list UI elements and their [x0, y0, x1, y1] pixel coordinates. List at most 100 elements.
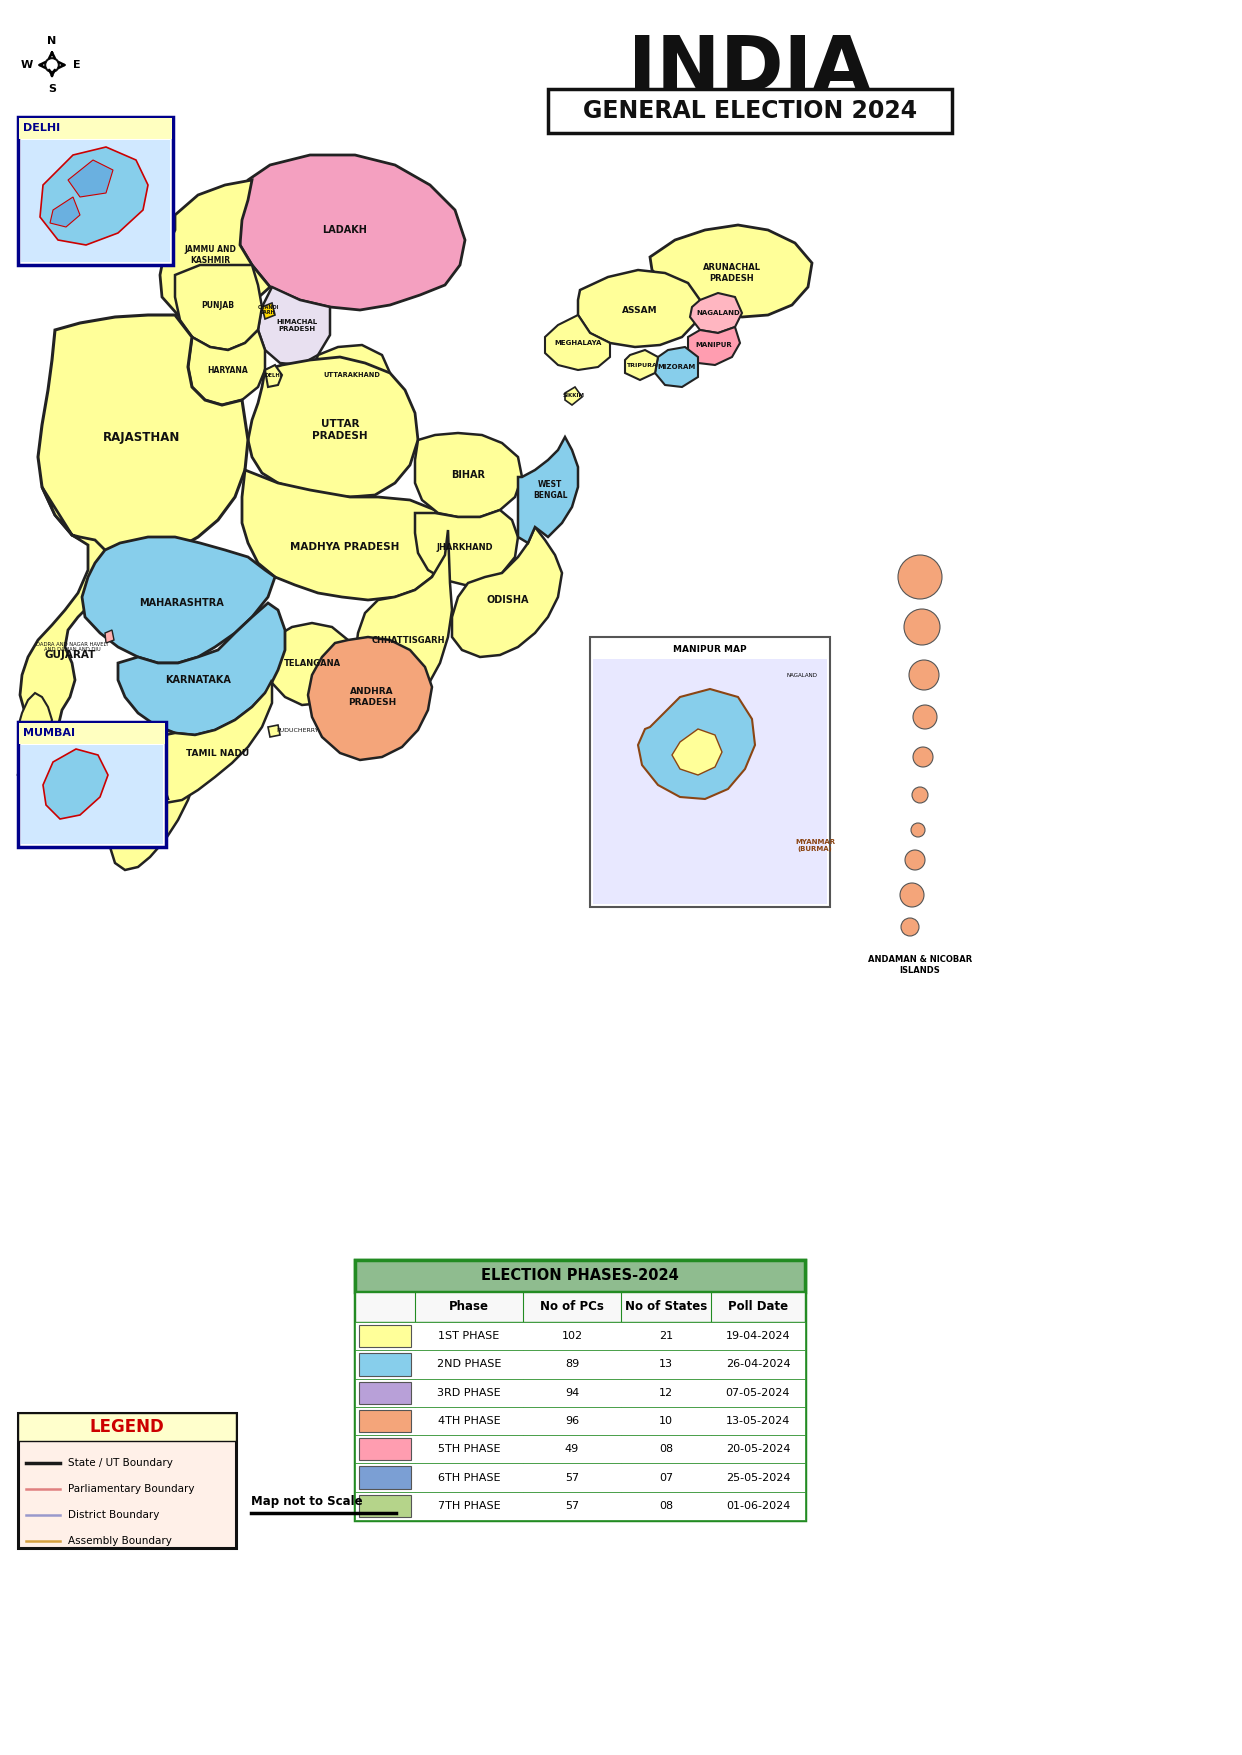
Bar	[359, 1381, 411, 1404]
Text: INDIA: INDIA	[628, 33, 872, 107]
Text: ARUNACHAL
PRADESH: ARUNACHAL PRADESH	[703, 263, 761, 283]
Bar	[355, 1260, 805, 1292]
Text: TAMIL NADU: TAMIL NADU	[186, 748, 250, 758]
Text: MEGHALAYA: MEGHALAYA	[554, 340, 601, 346]
Text: TRIPURA: TRIPURA	[626, 363, 657, 367]
Text: State / UT Boundary: State / UT Boundary	[68, 1458, 173, 1467]
Polygon shape	[160, 181, 270, 323]
Text: MAHARASHTRA: MAHARASHTRA	[139, 598, 225, 607]
Text: UTTARAKHAND: UTTARAKHAND	[324, 372, 380, 377]
Polygon shape	[638, 690, 755, 799]
Polygon shape	[415, 511, 518, 584]
Circle shape	[905, 849, 925, 870]
Text: 1ST PHASE: 1ST PHASE	[438, 1330, 499, 1341]
Polygon shape	[82, 537, 274, 663]
Polygon shape	[39, 314, 248, 556]
Polygon shape	[248, 356, 419, 497]
Polygon shape	[258, 288, 330, 365]
Polygon shape	[518, 437, 578, 542]
Bar	[17, 118, 173, 265]
Text: ODISHA: ODISHA	[487, 595, 529, 605]
Text: LAKSHADWEEP: LAKSHADWEEP	[41, 818, 88, 823]
Polygon shape	[238, 154, 465, 311]
Bar	[17, 1413, 236, 1548]
Bar	[359, 1495, 411, 1516]
Text: 12: 12	[660, 1388, 673, 1397]
Bar	[355, 1492, 805, 1520]
Text: Map not to Scale: Map not to Scale	[251, 1495, 363, 1508]
Text: DELHI: DELHI	[24, 123, 60, 133]
Text: 10: 10	[660, 1416, 673, 1427]
Circle shape	[910, 823, 925, 837]
Text: LADAKH: LADAKH	[323, 225, 368, 235]
Text: Assembly Boundary: Assembly Boundary	[68, 1536, 171, 1546]
Bar	[590, 637, 830, 907]
Polygon shape	[688, 326, 740, 365]
Bar	[355, 1464, 805, 1492]
Bar	[355, 1408, 805, 1436]
Text: KERALA: KERALA	[134, 793, 170, 802]
Text: LEGEND: LEGEND	[89, 1418, 164, 1436]
Polygon shape	[111, 727, 195, 870]
Text: 13-05-2024: 13-05-2024	[725, 1416, 790, 1427]
Polygon shape	[672, 728, 722, 776]
Polygon shape	[175, 265, 262, 349]
Text: GUJARAT: GUJARAT	[45, 649, 96, 660]
Text: No of PCs: No of PCs	[540, 1300, 604, 1313]
Text: 07: 07	[660, 1472, 673, 1483]
Polygon shape	[545, 314, 610, 370]
Polygon shape	[242, 470, 448, 600]
Circle shape	[912, 786, 928, 804]
Text: MUMBAI: MUMBAI	[24, 728, 75, 739]
Polygon shape	[17, 693, 52, 748]
Text: MANIPUR MAP: MANIPUR MAP	[673, 644, 746, 653]
Polygon shape	[106, 630, 114, 642]
Polygon shape	[17, 486, 108, 797]
Text: CHANDI
GARH: CHANDI GARH	[257, 305, 278, 316]
Polygon shape	[268, 623, 355, 706]
Circle shape	[904, 609, 940, 646]
Circle shape	[913, 706, 936, 728]
Text: 13: 13	[660, 1360, 673, 1369]
Text: Phase: Phase	[450, 1300, 489, 1313]
Polygon shape	[355, 530, 452, 707]
Bar	[17, 721, 166, 848]
Text: 20-05-2024: 20-05-2024	[725, 1444, 790, 1455]
Bar	[21, 140, 170, 261]
Bar	[359, 1437, 411, 1460]
Text: 01-06-2024: 01-06-2024	[725, 1501, 790, 1511]
Polygon shape	[42, 804, 52, 814]
Circle shape	[909, 660, 939, 690]
Text: 07-05-2024: 07-05-2024	[725, 1388, 790, 1397]
Bar	[19, 723, 165, 744]
Bar	[359, 1467, 411, 1488]
Circle shape	[900, 918, 919, 935]
Text: S: S	[48, 84, 56, 95]
Text: ANDAMAN & NICOBAR
ISLANDS: ANDAMAN & NICOBAR ISLANDS	[868, 955, 972, 974]
Polygon shape	[265, 365, 282, 388]
Circle shape	[900, 883, 924, 907]
Bar	[854, 518, 985, 948]
Polygon shape	[43, 749, 108, 820]
Text: NAGALAND: NAGALAND	[696, 311, 740, 316]
Text: MANIPUR: MANIPUR	[696, 342, 733, 347]
Text: 21: 21	[660, 1330, 673, 1341]
Text: Parliamentary Boundary: Parliamentary Boundary	[68, 1485, 195, 1494]
Bar	[548, 90, 953, 133]
Text: 102: 102	[561, 1330, 582, 1341]
Polygon shape	[148, 679, 272, 804]
Text: HIMACHAL
PRADESH: HIMACHAL PRADESH	[277, 318, 318, 332]
Bar	[355, 1436, 805, 1464]
Bar	[355, 1292, 805, 1322]
Text: 2ND PHASE: 2ND PHASE	[437, 1360, 502, 1369]
Text: MADHYA PRADESH: MADHYA PRADESH	[291, 542, 400, 553]
Text: 4TH PHASE: 4TH PHASE	[437, 1416, 501, 1427]
Text: SIKKIM: SIKKIM	[563, 393, 585, 397]
Polygon shape	[314, 346, 390, 407]
Text: 96: 96	[565, 1416, 579, 1427]
Text: PUDUCHERRY: PUDUCHERRY	[277, 728, 319, 732]
Bar	[17, 1413, 236, 1441]
Circle shape	[913, 748, 933, 767]
Text: W: W	[21, 60, 34, 70]
Polygon shape	[262, 304, 274, 319]
